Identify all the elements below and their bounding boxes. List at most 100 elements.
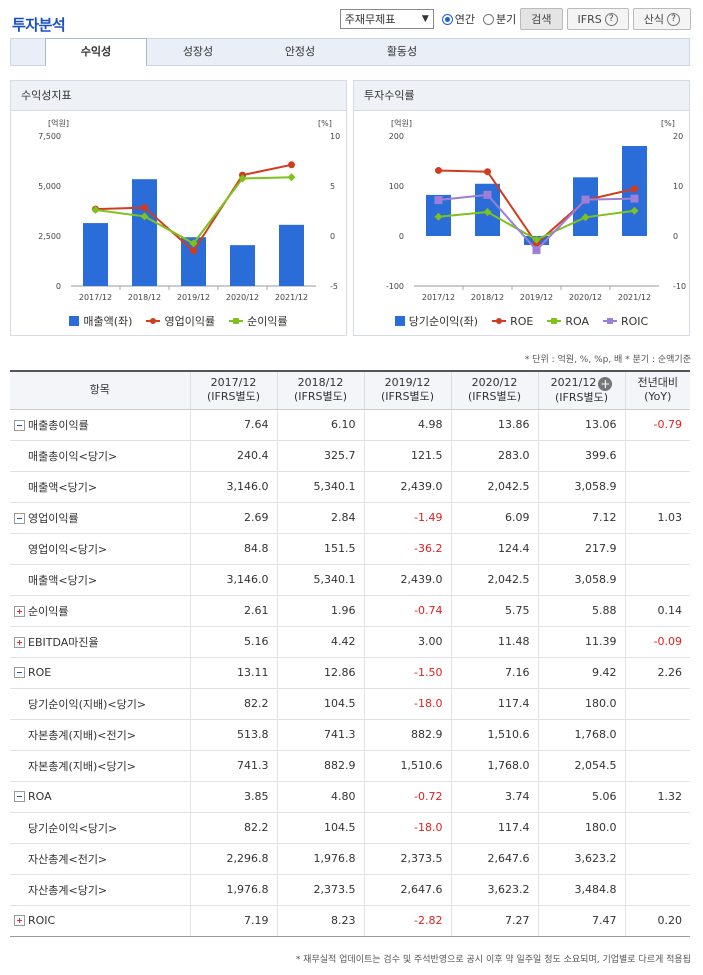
row-label: 영업이익<당기> (10, 533, 190, 565)
formula-help-button[interactable]: 산식 ? (632, 8, 691, 30)
row-label-text: 자산총계<전기> (28, 852, 108, 866)
row-label: 자본총계(지배)<전기> (10, 719, 190, 751)
value-cell: 6.10 (276, 409, 364, 441)
line-point (483, 208, 492, 216)
value-cell: 11.48 (450, 626, 538, 658)
header-line2: (IFRS별도) (380, 390, 435, 404)
radio-quarter[interactable]: 분기 (483, 11, 516, 27)
right-axis-unit: [%] (661, 119, 675, 128)
left-tick-label: 0 (399, 232, 404, 241)
right-tick-label: 5 (330, 182, 335, 191)
line-point (631, 185, 638, 193)
value-cell: 5.16 (189, 626, 277, 658)
legend-item[interactable]: 영업이익률 (146, 313, 215, 329)
formula-label: 산식 (643, 13, 664, 26)
tab-profitability[interactable]: 수익성 (45, 38, 147, 66)
value-cell: 4.80 (276, 781, 364, 813)
header-line1: 2018/12 (297, 376, 344, 390)
value-cell: 9.42 (537, 657, 625, 689)
collapse-minus-icon[interactable] (14, 512, 25, 524)
line-point (434, 196, 443, 205)
row-label-text: 영업이익률 (28, 511, 79, 525)
value-cell: 124.4 (450, 533, 538, 565)
expand-plus-icon[interactable] (14, 636, 25, 648)
collapse-minus-icon[interactable] (14, 667, 25, 678)
table-subrow: 자산총계<당기> 1,976.8 2,373.5 2,647.6 3,623.2 3,48… (10, 874, 690, 906)
x-tick-label: 2018/12 (128, 293, 161, 302)
series-line (95, 176, 292, 245)
value-cell: 1,768.0 (537, 719, 625, 751)
line-point (483, 190, 492, 199)
legend-swatch-icon (146, 316, 161, 326)
row-label: EBITDA마진율 (10, 626, 190, 658)
legend-item[interactable]: ROA (547, 313, 589, 329)
legend-label: ROA (565, 314, 589, 328)
value-cell: 1.96 (276, 595, 364, 627)
tab-activity[interactable]: 활동성 (386, 45, 418, 58)
value-cell: 2,296.8 (189, 843, 277, 875)
legend-item[interactable]: 순이익률 (229, 313, 288, 329)
value-cell: 13.86 (450, 409, 538, 441)
right-tick-label: 10 (673, 182, 683, 191)
left-axis-unit: [억원] (391, 118, 412, 128)
search-button[interactable]: 검색 (520, 8, 563, 30)
header-line1: 2017/12 (210, 376, 257, 390)
yoy-cell (624, 874, 690, 906)
right-tick-label: -10 (673, 282, 686, 291)
value-cell: 5.06 (537, 781, 625, 813)
value-cell: 2,647.6 (450, 843, 538, 875)
left-tick-label: 100 (389, 182, 404, 191)
legend-item[interactable]: ROE (492, 313, 533, 329)
value-cell: 7.64 (189, 409, 277, 441)
tab-stability[interactable]: 안정성 (284, 45, 316, 58)
table-subrow: 매출액<당기> 3,146.0 5,340.1 2,439.0 2,042.5 3,058… (10, 564, 690, 596)
collapse-minus-icon[interactable] (14, 419, 25, 431)
radio-checked-icon (441, 13, 453, 25)
legend-label: 당기순이익(좌) (408, 315, 479, 328)
value-cell: 180.0 (537, 688, 625, 720)
legend-item[interactable]: 당기순이익(좌) (394, 313, 479, 329)
table-row: 영업이익률 2.69 2.84 -1.49 6.09 7.12 1.03 (10, 502, 690, 534)
value-cell: 117.4 (450, 812, 538, 844)
right-tick-label: 10 (330, 132, 340, 141)
table-subrow: 당기순이익(지배)<당기> 82.2 104.5 -18.0 117.4 180.0 (10, 688, 690, 720)
column-header-year: 2020/12 (IFRS별도) (450, 370, 538, 410)
table-row: ROIC 7.19 8.23 -2.82 7.27 7.47 0.20 (10, 905, 690, 937)
collapse-minus-icon[interactable] (14, 791, 25, 802)
bar (83, 223, 108, 286)
legend-item[interactable]: 매출액(좌) (69, 313, 132, 329)
expand-plus-icon[interactable] (14, 605, 25, 617)
right-tick-label: 0 (673, 232, 678, 241)
value-cell: 2,373.5 (363, 843, 451, 875)
value-cell: 13.11 (189, 657, 277, 689)
legend-item[interactable]: ROIC (602, 313, 648, 329)
bar (132, 179, 157, 286)
line-point (238, 174, 247, 183)
tab-growth[interactable]: 성장성 (182, 45, 214, 58)
radio-annual[interactable]: 연간 (441, 11, 475, 27)
financial-table: 항목 2017/12 (IFRS별도) 2018/12 (IFRS별도) 2019/12(… (10, 370, 690, 937)
series-line (438, 169, 635, 245)
line-point (287, 173, 296, 182)
tab-bar: 수익성 성장성 안정성 활동성 (10, 38, 690, 66)
statement-select-value: 주재무제표 (344, 13, 396, 26)
row-label-text: 당기순이익<당기> (28, 821, 118, 835)
ifrs-help-button[interactable]: IFRS ? (566, 8, 629, 30)
header-line2: (IFRS별도) (206, 390, 261, 404)
value-cell: 8.23 (276, 905, 364, 937)
header-line1: 항목 (89, 383, 110, 397)
value-cell: -0.74 (363, 595, 451, 627)
expand-column-icon[interactable]: + (598, 376, 613, 391)
expand-plus-icon[interactable] (14, 915, 25, 926)
x-tick-label: 2019/12 (520, 293, 553, 302)
legend-label: ROE (510, 314, 534, 328)
row-label-text: 매출총이익률 (28, 418, 89, 432)
legend-swatch-icon (547, 316, 562, 326)
row-label-text: ROA (28, 790, 52, 803)
value-cell: 2,439.0 (363, 471, 451, 503)
x-tick-label: 2017/12 (79, 293, 112, 302)
value-cell: -1.49 (363, 502, 451, 534)
row-label-text: 영업이익<당기> (28, 542, 108, 556)
statement-select[interactable]: 주재무제표 ▼ (339, 9, 434, 29)
row-label-text: 당기순이익(지배)<당기> (28, 697, 147, 711)
